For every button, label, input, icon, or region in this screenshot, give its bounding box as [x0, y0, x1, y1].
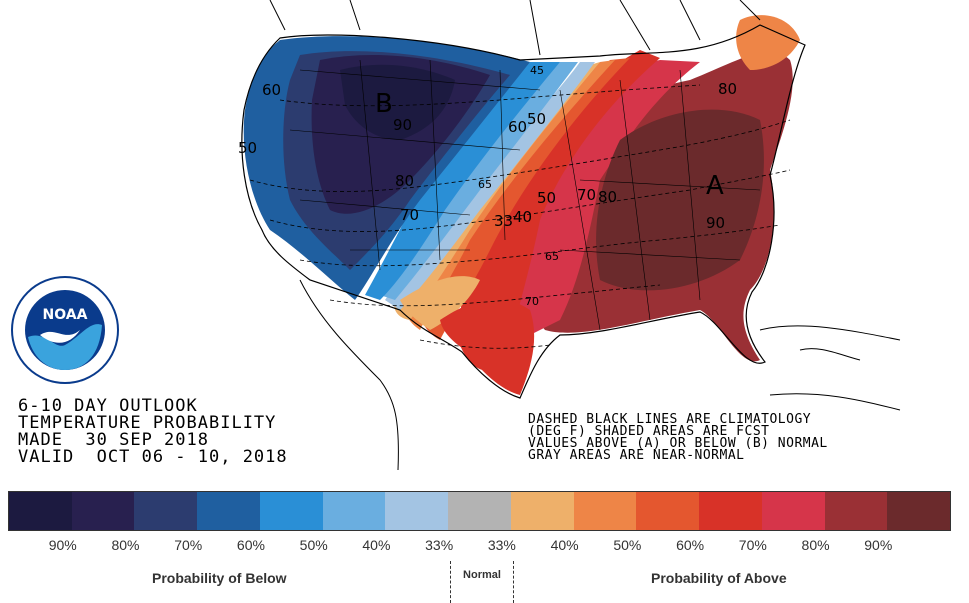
- canada-lines: [269, 0, 761, 56]
- caribbean-outline: [759, 325, 901, 411]
- label-clim-65b: 65: [545, 250, 559, 263]
- climatology-lines: [249, 84, 791, 349]
- legend-color-bar: [8, 491, 951, 531]
- label-east-80: 80: [718, 80, 737, 98]
- legend-percent-label: 50%: [299, 537, 328, 553]
- label-A: A: [706, 171, 724, 201]
- legend-segment: [385, 492, 449, 530]
- label-east-80b: 80: [598, 188, 617, 206]
- legend-segment: [9, 492, 72, 530]
- us-outline: [241, 24, 806, 399]
- map-note-block: DASHED BLACK LINES ARE CLIMATOLOGY (DEG F…: [528, 412, 828, 463]
- noaa-logo: NOAA: [11, 276, 119, 384]
- state-borders: [289, 59, 761, 331]
- outlook-made-date: MADE 30 SEP 2018: [18, 430, 209, 450]
- label-west-50: 50: [238, 139, 257, 157]
- note-line-3: VALUES ABOVE (A) OR BELOW (B) NORMAL: [528, 436, 828, 451]
- label-west-70: 70: [400, 206, 419, 224]
- legend-segment: [636, 492, 700, 530]
- legend-segment: [259, 492, 323, 530]
- label-west-60: 60: [262, 81, 281, 99]
- label-east-50: 50: [537, 189, 556, 207]
- below-33-region: [385, 62, 595, 310]
- legend-below-caption: Probability of Below: [152, 570, 287, 586]
- legend-percent-label: 50%: [613, 537, 642, 553]
- label-mid-60: 60: [508, 118, 527, 136]
- legend-percent-label: 60%: [236, 537, 265, 553]
- legend-segment: [699, 492, 762, 530]
- label-clim-70: 70: [525, 295, 539, 308]
- legend-percent-label: 33%: [487, 537, 516, 553]
- noaa-logo-text: NOAA: [43, 307, 88, 323]
- label-west-80: 80: [395, 172, 414, 190]
- note-line-2: (DEG F) SHADED AREAS ARE FCST: [528, 424, 770, 439]
- legend-normal-caption: Normal: [463, 569, 501, 581]
- legend-segment: [448, 492, 511, 530]
- outlook-title-block: 6-10 DAY OUTLOOK TEMPERATURE PROBABILITY M…: [18, 398, 288, 466]
- legend-percent-label: 40%: [362, 537, 391, 553]
- label-clim-45: 45: [530, 64, 544, 77]
- outlook-title: 6-10 DAY OUTLOOK: [18, 396, 198, 416]
- legend-segment: [510, 492, 574, 530]
- legend-percent-label: 60%: [676, 537, 705, 553]
- mexico-outline: [299, 279, 399, 471]
- legend-segment: [197, 492, 260, 530]
- outlook-map: B A 90 80 70 60 50 60 50 80 90 70 80 50 …: [238, 0, 901, 471]
- legend-percent-label: 70%: [738, 537, 767, 553]
- label-east-40: 40: [513, 208, 532, 226]
- outlook-subtitle: TEMPERATURE PROBABILITY: [18, 413, 277, 433]
- legend-segment: [824, 492, 888, 530]
- label-east-90: 90: [706, 214, 725, 232]
- above-33-region: [394, 62, 600, 320]
- outlook-valid-dates: VALID OCT 06 - 10, 2018: [18, 447, 288, 467]
- legend-segment: [322, 492, 386, 530]
- legend-segment: [887, 492, 951, 530]
- below-40-region: [380, 62, 578, 300]
- legend-percent-label: 90%: [864, 537, 893, 553]
- label-east-33: 33: [494, 212, 513, 230]
- label-clim-65: 65: [478, 178, 492, 191]
- note-line-1: DASHED BLACK LINES ARE CLIMATOLOGY: [528, 412, 812, 427]
- legend-percent-label: 80%: [801, 537, 830, 553]
- label-west-90: 90: [393, 116, 412, 134]
- legend-percent-label: 80%: [111, 537, 140, 553]
- southwest-33-region: [400, 276, 480, 330]
- legend-segment: [573, 492, 637, 530]
- legend-percent-label: 90%: [48, 537, 77, 553]
- legend-percent-label: 40%: [550, 537, 579, 553]
- normal-divider-left: [450, 561, 451, 603]
- legend-above-caption: Probability of Above: [651, 570, 787, 586]
- normal-divider-right: [513, 561, 514, 603]
- legend-segment: [134, 492, 198, 530]
- note-line-4: GRAY AREAS ARE NEAR-NORMAL: [528, 448, 745, 463]
- label-east-70: 70: [577, 186, 596, 204]
- texas-region: [440, 299, 535, 395]
- above-core-region: [596, 109, 764, 291]
- label-B: B: [375, 89, 393, 119]
- legend-percent-label: 70%: [174, 537, 203, 553]
- label-mid-50: 50: [527, 110, 546, 128]
- legend-segment: [71, 492, 135, 530]
- above-40-region: [403, 60, 615, 330]
- above-60-region: [460, 50, 660, 371]
- above-50-region: [413, 58, 630, 340]
- legend-percent-label: 33%: [425, 537, 454, 553]
- legend-segment: [761, 492, 825, 530]
- below-max-region: [340, 64, 455, 140]
